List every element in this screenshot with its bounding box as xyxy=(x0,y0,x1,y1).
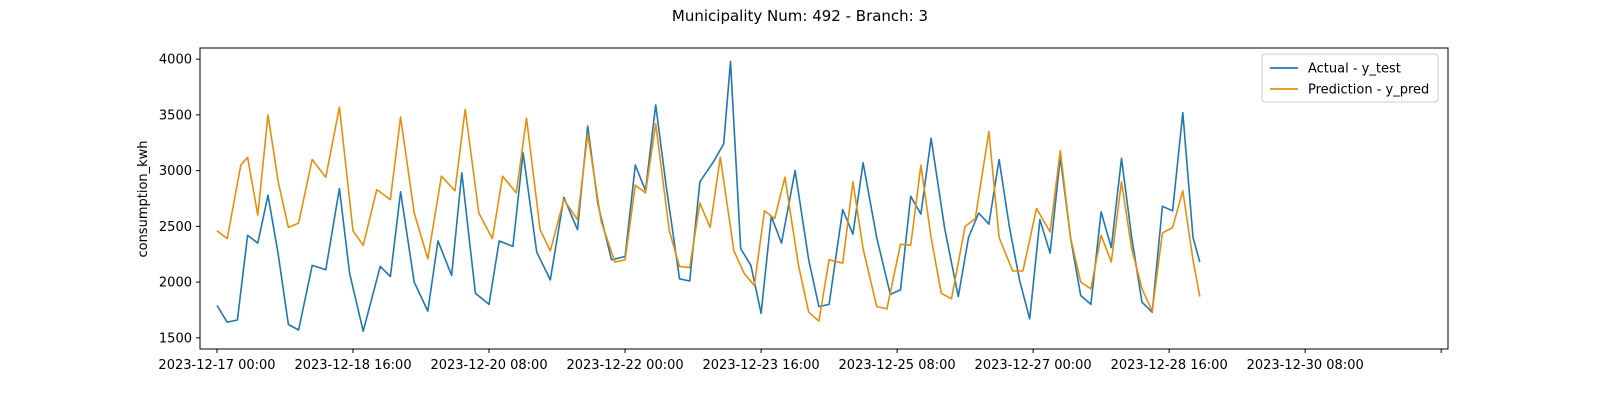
legend: Actual - y_test Prediction - y_pred xyxy=(1261,53,1439,103)
y-tick-label: 3500 xyxy=(159,108,192,123)
plot-area xyxy=(216,60,1201,332)
legend-box xyxy=(1261,53,1439,103)
plot-frame xyxy=(199,47,1449,350)
x-tick-label: 2023-12-23 16:00 xyxy=(703,358,820,373)
x-tick-label: 2023-12-30 08:00 xyxy=(1247,358,1364,373)
y-tick-label: 3000 xyxy=(159,164,192,179)
x-tick-label: 2023-12-25 08:00 xyxy=(839,358,956,373)
y-tick-label: 2000 xyxy=(159,276,192,291)
y-tick-label: 4000 xyxy=(159,53,192,68)
x-tick-label: 2023-12-17 00:00 xyxy=(158,358,275,373)
y-axis-label: consumption_kwh xyxy=(136,140,151,257)
x-tick-label: 2023-12-20 08:00 xyxy=(430,358,547,373)
x-tick-label: 2023-12-18 16:00 xyxy=(294,358,411,373)
legend-label: Prediction - y_pred xyxy=(1308,83,1429,98)
series-line-1 xyxy=(216,60,1201,332)
y-tick-label: 2500 xyxy=(159,220,192,235)
x-axis: 2023-12-17 00:00 2023-12-18 16:00 2023-12-… xyxy=(158,349,1442,373)
legend-label: Actual - y_test xyxy=(1308,62,1401,77)
x-tick-label: 2023-12-28 16:00 xyxy=(1111,358,1228,373)
x-tick-label: 2023-12-22 00:00 xyxy=(566,358,683,373)
x-tick-label: 2023-12-27 00:00 xyxy=(975,358,1092,373)
series-line-2 xyxy=(216,106,1201,322)
y-axis: 1500 2000 2500 3000 3500 4000 xyxy=(159,53,200,346)
chart-title: Municipality Num: 492 - Branch: 3 xyxy=(672,7,928,25)
y-tick-label: 1500 xyxy=(159,331,192,346)
